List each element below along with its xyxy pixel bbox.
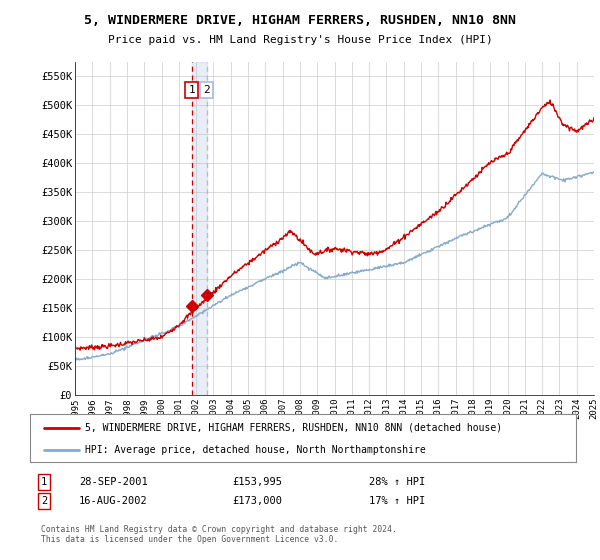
Text: HPI: Average price, detached house, North Northamptonshire: HPI: Average price, detached house, Nort… xyxy=(85,445,425,455)
Text: £173,000: £173,000 xyxy=(232,496,282,506)
Text: 16-AUG-2002: 16-AUG-2002 xyxy=(79,496,148,506)
Text: 5, WINDERMERE DRIVE, HIGHAM FERRERS, RUSHDEN, NN10 8NN: 5, WINDERMERE DRIVE, HIGHAM FERRERS, RUS… xyxy=(84,14,516,27)
Text: 28-SEP-2001: 28-SEP-2001 xyxy=(79,477,148,487)
Bar xyxy=(192,62,207,395)
Text: 2: 2 xyxy=(203,85,210,95)
Text: Contains HM Land Registry data © Crown copyright and database right 2024.
This d: Contains HM Land Registry data © Crown c… xyxy=(41,525,397,544)
Text: 2: 2 xyxy=(41,496,47,506)
Text: 1: 1 xyxy=(41,477,47,487)
Text: 17% ↑ HPI: 17% ↑ HPI xyxy=(368,496,425,506)
Text: £153,995: £153,995 xyxy=(232,477,282,487)
Text: 28% ↑ HPI: 28% ↑ HPI xyxy=(368,477,425,487)
Text: 1: 1 xyxy=(188,85,195,95)
Text: Price paid vs. HM Land Registry's House Price Index (HPI): Price paid vs. HM Land Registry's House … xyxy=(107,35,493,45)
Text: 5, WINDERMERE DRIVE, HIGHAM FERRERS, RUSHDEN, NN10 8NN (detached house): 5, WINDERMERE DRIVE, HIGHAM FERRERS, RUS… xyxy=(85,423,502,433)
